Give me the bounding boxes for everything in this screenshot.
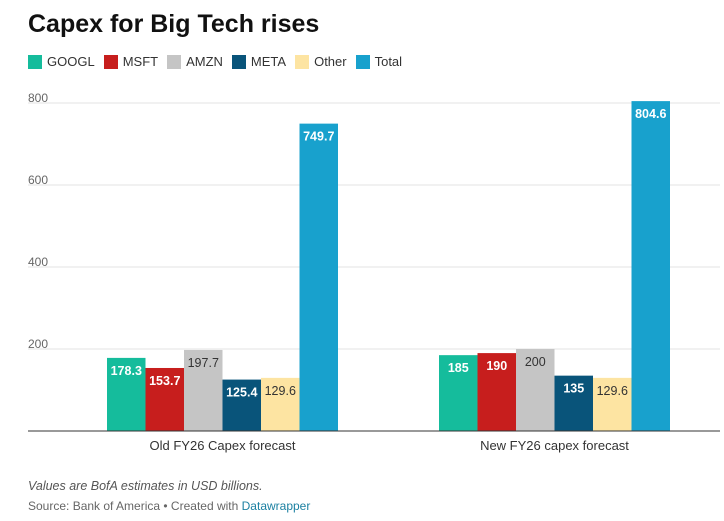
legend-item-googl: GOOGL bbox=[28, 54, 95, 69]
legend-label: Total bbox=[374, 54, 403, 69]
y-tick-label: 800 bbox=[28, 91, 48, 105]
bar-value-label: 129.6 bbox=[265, 384, 296, 398]
chart-title: Capex for Big Tech rises bbox=[28, 10, 320, 38]
bar-total bbox=[299, 123, 338, 432]
legend-label: Other bbox=[314, 54, 347, 69]
bar-googl bbox=[439, 355, 478, 431]
legend-swatch bbox=[28, 54, 42, 69]
legend-swatch bbox=[167, 54, 182, 69]
bar-value-label: 129.6 bbox=[597, 384, 628, 398]
x-category-label: New FY26 capex forecast bbox=[480, 438, 629, 453]
bar-meta bbox=[222, 379, 261, 431]
bar-total bbox=[631, 101, 670, 431]
bar-value-label: 125.4 bbox=[226, 386, 257, 400]
legend-swatch bbox=[355, 54, 370, 69]
bar-chart: 200 400 600 800 178.3 153.7 197.7 125.4 129.6 749… bbox=[28, 91, 720, 453]
chart-notes: Values are BofA estimates in USD billion… bbox=[28, 479, 263, 493]
bar-msft bbox=[145, 367, 184, 431]
bar-value-label: 804.6 bbox=[635, 107, 666, 121]
y-tick-label: 200 bbox=[28, 337, 48, 351]
legend-item-other: Other bbox=[295, 54, 347, 69]
bar-meta bbox=[554, 375, 593, 431]
legend-swatch bbox=[295, 54, 310, 69]
bar-value-label: 190 bbox=[486, 359, 507, 373]
bar-value-label: 197.7 bbox=[188, 356, 219, 370]
bar-other bbox=[593, 377, 632, 431]
y-tick-label: 600 bbox=[28, 173, 48, 187]
bar-value-label: 178.3 bbox=[111, 364, 142, 378]
datawrapper-link[interactable]: Datawrapper bbox=[241, 499, 311, 513]
x-category-label: Old FY26 Capex forecast bbox=[150, 438, 296, 453]
bar-value-label: 749.7 bbox=[303, 130, 334, 144]
legend-label: GOOGL bbox=[47, 54, 95, 69]
bar-amzn bbox=[184, 349, 223, 431]
legend-swatch bbox=[231, 54, 246, 69]
legend-label: AMZN bbox=[186, 54, 223, 69]
bar-amzn bbox=[516, 349, 555, 431]
bar-value-label: 135 bbox=[563, 382, 584, 396]
legend-item-amzn: AMZN bbox=[167, 54, 223, 69]
chart-legend: GOOGL MSFT AMZN META Other Total bbox=[28, 54, 411, 69]
legend-item-meta: META bbox=[231, 54, 287, 69]
legend-item-msft: MSFT bbox=[103, 54, 159, 69]
source-text: Source: Bank of America • Created with bbox=[28, 499, 242, 513]
bar-value-label: 200 bbox=[525, 355, 546, 369]
legend-item-total: Total bbox=[355, 54, 403, 69]
bar-other bbox=[261, 377, 300, 431]
bar-msft bbox=[477, 353, 516, 431]
bar-value-label: 153.7 bbox=[149, 374, 180, 388]
y-tick-label: 400 bbox=[28, 255, 48, 269]
legend-swatch bbox=[103, 54, 118, 69]
legend-label: MSFT bbox=[122, 54, 159, 69]
chart-source: Source: Bank of America • Created with D… bbox=[28, 499, 310, 513]
legend-label: META bbox=[250, 54, 287, 69]
bar-googl bbox=[107, 357, 146, 431]
bar-value-label: 185 bbox=[448, 361, 469, 375]
